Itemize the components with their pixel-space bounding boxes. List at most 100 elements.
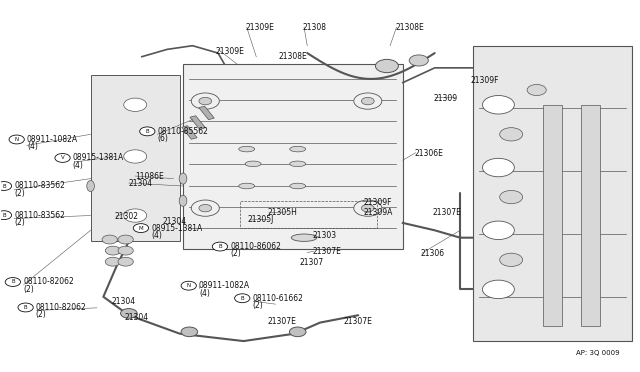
Text: (2): (2) xyxy=(14,189,25,198)
Text: (2): (2) xyxy=(23,285,34,294)
Text: 21304: 21304 xyxy=(163,217,187,226)
Text: 08110-61662: 08110-61662 xyxy=(252,294,303,303)
Circle shape xyxy=(376,60,398,73)
Circle shape xyxy=(18,303,33,312)
Text: 08110-83562: 08110-83562 xyxy=(14,182,65,190)
Text: 21304: 21304 xyxy=(124,313,148,322)
Bar xyxy=(190,116,205,129)
Circle shape xyxy=(354,93,382,109)
Text: B: B xyxy=(145,129,149,134)
Circle shape xyxy=(133,224,148,232)
Text: N: N xyxy=(15,137,19,142)
Bar xyxy=(183,64,403,249)
Circle shape xyxy=(500,128,523,141)
Bar xyxy=(581,105,600,326)
Text: 21303: 21303 xyxy=(312,231,337,240)
Text: (2): (2) xyxy=(36,310,47,319)
Bar xyxy=(473,46,632,341)
Text: M: M xyxy=(139,225,143,231)
Circle shape xyxy=(118,257,133,266)
Circle shape xyxy=(191,200,220,216)
Text: B: B xyxy=(11,279,15,285)
Text: 21307E: 21307E xyxy=(312,247,341,256)
Circle shape xyxy=(362,97,374,105)
Circle shape xyxy=(289,327,306,337)
Circle shape xyxy=(362,205,374,212)
Text: 08110-83562: 08110-83562 xyxy=(14,211,65,220)
Text: B: B xyxy=(2,213,6,218)
Text: (4): (4) xyxy=(199,289,210,298)
Circle shape xyxy=(483,96,515,114)
Text: (4): (4) xyxy=(73,161,84,170)
Text: 21302: 21302 xyxy=(115,212,139,221)
Text: AP: 3Q 0009: AP: 3Q 0009 xyxy=(576,350,620,356)
Circle shape xyxy=(483,280,515,299)
Circle shape xyxy=(102,235,117,244)
Text: B: B xyxy=(218,244,222,249)
Text: (2): (2) xyxy=(230,250,241,259)
Text: (6): (6) xyxy=(157,134,168,143)
Circle shape xyxy=(0,211,12,219)
Text: 21309F: 21309F xyxy=(470,76,499,85)
Text: B: B xyxy=(2,183,6,189)
Text: 21306E: 21306E xyxy=(414,149,443,158)
Circle shape xyxy=(235,294,250,303)
Circle shape xyxy=(199,205,212,212)
Circle shape xyxy=(483,158,515,177)
Circle shape xyxy=(124,98,147,112)
Text: 21309F: 21309F xyxy=(364,198,392,207)
Bar xyxy=(543,105,562,326)
Text: 08911-1082A: 08911-1082A xyxy=(27,135,78,144)
Text: 08110-86062: 08110-86062 xyxy=(230,242,281,251)
Ellipse shape xyxy=(87,180,95,192)
Ellipse shape xyxy=(290,146,306,152)
Bar xyxy=(182,126,197,139)
Ellipse shape xyxy=(239,183,255,189)
Circle shape xyxy=(124,150,147,163)
Bar xyxy=(199,106,214,120)
Text: 21307: 21307 xyxy=(300,258,324,267)
Bar xyxy=(241,201,378,228)
Text: 21306: 21306 xyxy=(420,249,445,258)
Circle shape xyxy=(500,253,523,266)
Text: 21307E: 21307E xyxy=(432,208,461,217)
Text: 08911-1082A: 08911-1082A xyxy=(199,281,250,290)
Circle shape xyxy=(181,327,198,337)
Text: (2): (2) xyxy=(252,301,263,310)
Ellipse shape xyxy=(239,146,255,152)
Text: 08110-82062: 08110-82062 xyxy=(23,278,74,286)
Circle shape xyxy=(118,246,133,255)
Circle shape xyxy=(120,309,137,318)
Ellipse shape xyxy=(290,183,306,189)
Circle shape xyxy=(527,84,546,96)
Circle shape xyxy=(105,257,120,266)
Text: 21308: 21308 xyxy=(303,23,327,32)
Text: 08110-82062: 08110-82062 xyxy=(36,303,86,312)
Text: 21304: 21304 xyxy=(111,297,136,306)
Circle shape xyxy=(55,154,70,162)
Text: 21307E: 21307E xyxy=(268,317,296,326)
Circle shape xyxy=(0,182,12,190)
Circle shape xyxy=(181,281,196,290)
Ellipse shape xyxy=(290,161,306,167)
Text: B: B xyxy=(24,305,28,310)
Text: 08915-1381A: 08915-1381A xyxy=(151,224,202,232)
Ellipse shape xyxy=(179,195,187,206)
Circle shape xyxy=(199,97,212,105)
Text: V: V xyxy=(61,155,65,160)
Text: 08110-85562: 08110-85562 xyxy=(157,127,209,136)
Text: (4): (4) xyxy=(151,231,162,240)
Circle shape xyxy=(105,246,120,255)
Circle shape xyxy=(124,209,147,222)
Circle shape xyxy=(354,200,382,216)
Text: 08915-1381A: 08915-1381A xyxy=(73,153,124,163)
Text: B: B xyxy=(241,296,244,301)
Text: 21308E: 21308E xyxy=(278,52,307,61)
Circle shape xyxy=(409,55,428,66)
Text: 21309: 21309 xyxy=(433,94,458,103)
Circle shape xyxy=(483,221,515,240)
Text: N: N xyxy=(187,283,191,288)
Text: 21308E: 21308E xyxy=(395,23,424,32)
Text: 21307E: 21307E xyxy=(344,317,372,326)
Text: 21309A: 21309A xyxy=(364,208,393,218)
